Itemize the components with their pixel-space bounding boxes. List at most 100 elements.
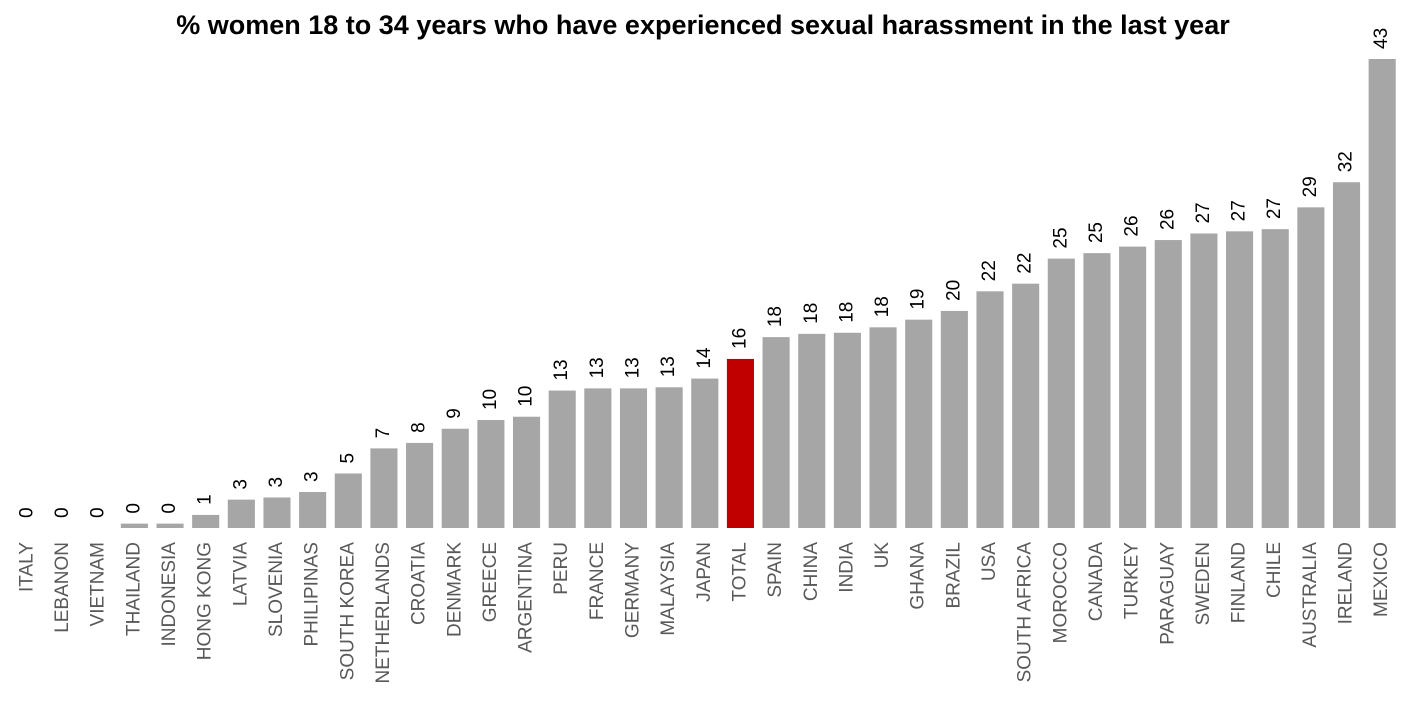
value-label: 5 — [337, 453, 358, 464]
x-tick-label: HONG KONG — [195, 542, 216, 660]
bar — [477, 420, 505, 528]
bar — [120, 523, 148, 528]
value-label: 20 — [943, 280, 964, 301]
value-label: 13 — [587, 357, 608, 378]
x-tick-label: ITALY — [16, 542, 37, 592]
x-tick-label: SLOVENIA — [266, 542, 287, 637]
value-label: 0 — [123, 503, 144, 514]
value-label: 18 — [765, 306, 786, 327]
bar — [726, 358, 754, 528]
bar — [1047, 258, 1075, 528]
value-label: 8 — [409, 422, 430, 433]
x-tick-label: DENMARK — [444, 542, 465, 637]
bar — [1154, 240, 1182, 528]
x-tick-label: SOUTH KOREA — [337, 542, 358, 681]
bar — [976, 291, 1004, 528]
bar — [1226, 231, 1254, 528]
x-tick-label: ARGENTINA — [516, 542, 537, 653]
value-label: 27 — [1193, 202, 1214, 223]
bar — [798, 333, 826, 528]
bar — [192, 514, 220, 528]
x-tick-label: CANADA — [1086, 542, 1107, 622]
x-tick-label: MALAYSIA — [658, 542, 679, 636]
value-label: 27 — [1229, 200, 1250, 221]
value-label: 7 — [373, 428, 394, 439]
value-label: 16 — [729, 328, 750, 349]
value-label: 22 — [1015, 253, 1036, 274]
value-label: 18 — [801, 303, 822, 324]
value-label: 13 — [658, 356, 679, 377]
bar — [762, 337, 790, 528]
x-tick-label: NETHERLANDS — [373, 542, 394, 683]
x-tick-label: SWEDEN — [1193, 542, 1214, 625]
x-tick-label: PERU — [551, 542, 572, 595]
bar — [1297, 207, 1325, 528]
x-tick-label: LEBANON — [52, 542, 73, 633]
x-tick-label: AUSTRALIA — [1300, 542, 1321, 648]
x-tick-label: PARAGUAY — [1157, 542, 1178, 645]
x-tick-label: TOTAL — [729, 542, 750, 601]
bar — [548, 390, 576, 528]
bar — [299, 492, 327, 528]
bar — [1261, 229, 1289, 528]
bar — [406, 442, 434, 528]
bar — [334, 473, 362, 528]
x-tick-label: UK — [872, 542, 893, 569]
x-tick-label: IRELAND — [1336, 542, 1357, 624]
x-tick-label: TURKEY — [1122, 542, 1143, 619]
value-label: 27 — [1264, 198, 1285, 219]
bar — [940, 310, 968, 528]
value-label: 18 — [836, 302, 857, 323]
value-label: 3 — [302, 471, 323, 482]
x-tick-label: GHANA — [908, 542, 929, 610]
value-label: 14 — [694, 347, 715, 369]
x-tick-label: SOUTH AFRICA — [1015, 542, 1036, 683]
bar — [1332, 182, 1361, 528]
value-label: 43 — [1371, 28, 1392, 49]
bar — [1119, 246, 1147, 528]
bar — [1368, 59, 1396, 528]
value-label: 29 — [1300, 176, 1321, 197]
value-label: 26 — [1157, 209, 1178, 230]
value-label: 32 — [1336, 151, 1357, 172]
value-label: 0 — [52, 507, 73, 518]
bar — [691, 378, 719, 528]
value-label: 9 — [444, 408, 465, 419]
x-tick-label: USA — [979, 542, 1000, 581]
bar — [227, 499, 255, 528]
bar — [441, 428, 469, 528]
value-label: 18 — [872, 296, 893, 317]
value-label: 0 — [159, 503, 180, 514]
value-label: 0 — [16, 507, 37, 518]
value-label: 10 — [480, 389, 501, 410]
bar — [833, 332, 861, 528]
x-tick-label: BRAZIL — [943, 542, 964, 609]
value-label: 25 — [1050, 227, 1071, 248]
value-label: 3 — [266, 477, 287, 488]
x-tick-label: INDONESIA — [159, 542, 180, 647]
bar — [512, 416, 541, 528]
value-label: 1 — [195, 494, 216, 505]
bar — [156, 523, 184, 528]
x-tick-label: MOROCCO — [1050, 542, 1071, 643]
bar — [1190, 233, 1218, 528]
value-label: 3 — [230, 479, 251, 490]
x-tick-label: INDIA — [836, 542, 857, 593]
value-label: 13 — [623, 357, 644, 378]
value-label: 26 — [1122, 215, 1143, 236]
x-tick-label: VIETNAM — [88, 542, 109, 626]
bar — [1083, 253, 1111, 529]
x-tick-label: SPAIN — [765, 542, 786, 598]
x-tick-label: CHINA — [801, 542, 822, 601]
bar — [619, 388, 648, 528]
bar — [655, 387, 683, 528]
x-tick-label: CROATIA — [409, 542, 430, 625]
bar — [1012, 283, 1040, 528]
x-tick-label: GREECE — [480, 542, 501, 622]
bar — [263, 497, 291, 528]
x-tick-label: THAILAND — [123, 542, 144, 636]
x-tick-label: FINLAND — [1229, 542, 1250, 623]
x-tick-label: MEXICO — [1371, 542, 1392, 617]
x-tick-label: PHILIPINAS — [302, 542, 323, 647]
